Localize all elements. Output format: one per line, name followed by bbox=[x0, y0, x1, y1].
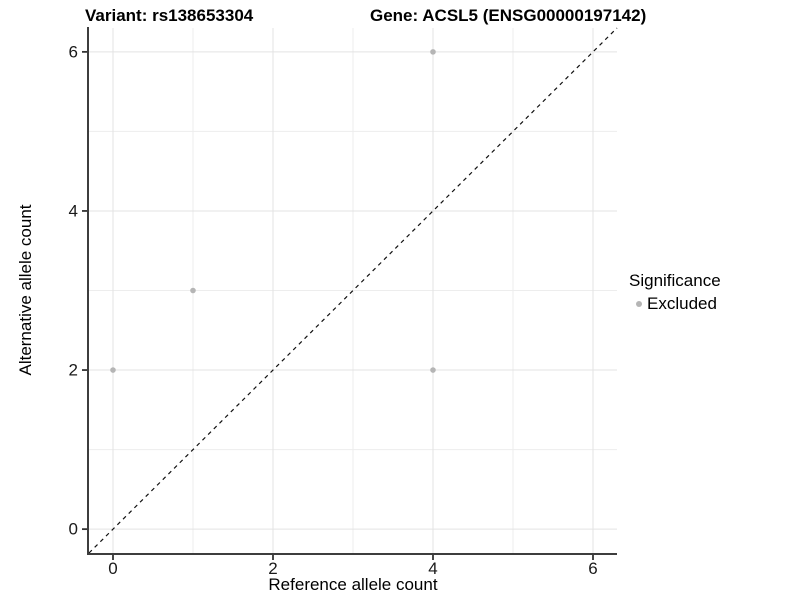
y-tick-label: 4 bbox=[68, 201, 78, 221]
x-tick-label: 4 bbox=[428, 559, 438, 578]
legend-title: Significance bbox=[629, 271, 721, 290]
legend: Significance Excluded bbox=[629, 271, 721, 314]
x-axis-title: Reference allele count bbox=[268, 575, 438, 594]
data-point bbox=[110, 367, 116, 373]
x-tick-label: 2 bbox=[268, 559, 278, 578]
x-tick-label: 6 bbox=[588, 559, 598, 578]
y-tick-label: 0 bbox=[68, 519, 78, 539]
data-point bbox=[430, 367, 436, 373]
y-tick-label: 6 bbox=[68, 42, 78, 62]
data-point bbox=[190, 287, 196, 294]
data-point bbox=[430, 49, 436, 55]
x-tick-label: 0 bbox=[108, 559, 118, 578]
legend-item-label: Excluded bbox=[647, 294, 717, 313]
y-axis-title: Alternative allele count bbox=[16, 204, 35, 376]
gene-title: Gene: ACSL5 (ENSG00000197142) bbox=[370, 6, 647, 25]
variant-title: Variant: rs138653304 bbox=[85, 6, 254, 25]
y-tick-label: 2 bbox=[68, 360, 78, 380]
legend-item-excluded: Excluded bbox=[629, 294, 721, 314]
excluded-point-swatch-icon bbox=[636, 301, 642, 307]
